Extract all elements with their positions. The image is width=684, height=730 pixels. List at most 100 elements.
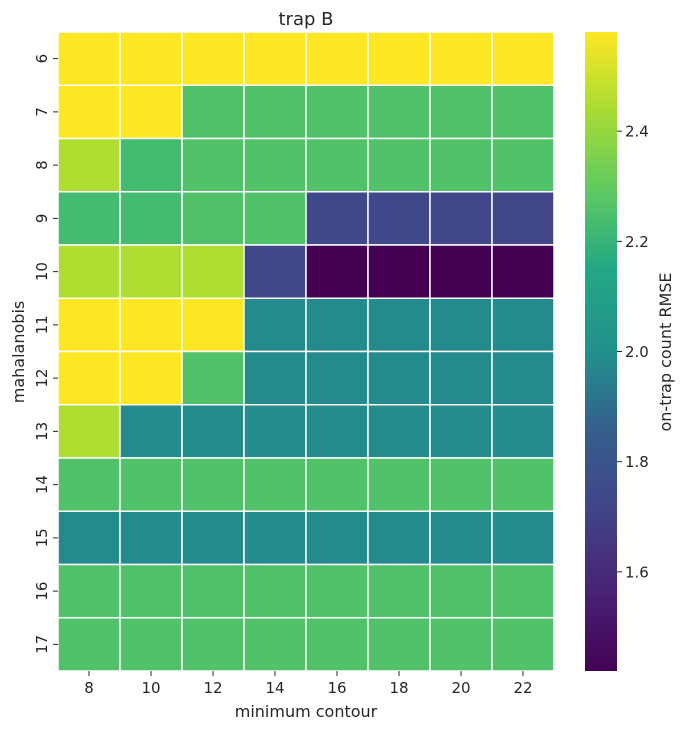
heatmap-cell: [491, 137, 555, 193]
heatmap-cell: [57, 297, 121, 353]
heatmap-cell: [57, 350, 121, 406]
heatmap-cell: [305, 404, 369, 459]
y-tick-label: 9: [33, 214, 51, 224]
heatmap-cell: [491, 457, 555, 512]
heatmap-cell: [243, 617, 307, 672]
heatmap-cell: [243, 137, 307, 193]
heatmap-cell: [367, 350, 431, 406]
heatmap-cell: [429, 297, 493, 353]
heatmap-cell: [57, 137, 121, 193]
heatmap-cell: [181, 404, 245, 459]
heatmap-cell: [367, 457, 431, 512]
y-tick-label: 7: [33, 107, 51, 117]
heatmap-cell: [491, 563, 555, 619]
heatmap-cell: [243, 244, 307, 299]
heatmap-cell: [429, 617, 493, 672]
chart-title: trap B: [279, 9, 334, 30]
heatmap-cell: [181, 31, 245, 86]
heatmap-cell: [243, 404, 307, 459]
heatmap-cell: [243, 563, 307, 619]
colorbar-tick-label: 2.4: [625, 123, 649, 141]
heatmap-cell: [243, 510, 307, 566]
heatmap-cell: [243, 191, 307, 246]
heatmap-cell: [305, 350, 369, 406]
heatmap-cell: [305, 137, 369, 193]
colorbar: [585, 32, 617, 671]
heatmap-cell: [367, 617, 431, 672]
y-tick-label: 11: [33, 315, 51, 334]
heatmap-cell: [429, 31, 493, 86]
heatmap-cell: [181, 617, 245, 672]
heatmap-cell: [491, 84, 555, 140]
heatmap-cell: [305, 510, 369, 566]
heatmap-cell: [305, 31, 369, 86]
heatmap-cell: [305, 244, 369, 299]
x-tick-label: 8: [84, 679, 94, 697]
y-tick-label: 13: [33, 422, 51, 441]
y-axis-ticks: 6 7 8 9 10 11 12 13 14 15 16 17: [33, 54, 58, 654]
x-tick-label: 22: [513, 679, 532, 697]
heatmap-cell: [181, 563, 245, 619]
colorbar-tick-label: 1.8: [625, 453, 649, 471]
heatmap-cell: [57, 563, 121, 619]
heatmap-cell: [119, 137, 183, 193]
heatmap-cell: [305, 84, 369, 140]
heatmap-cell: [57, 84, 121, 140]
heatmap-cell: [181, 84, 245, 140]
heatmap-cell: [305, 617, 369, 672]
heatmap-cell: [57, 457, 121, 512]
heatmap-cell: [57, 31, 121, 86]
heatmap-cell: [119, 510, 183, 566]
heatmap-cell: [119, 563, 183, 619]
heatmap-cell: [367, 297, 431, 353]
heatmap-cell: [429, 404, 493, 459]
heatmap-cell: [491, 31, 555, 86]
heatmap-cell: [119, 350, 183, 406]
heatmap-cells: [57, 31, 555, 672]
x-tick-label: 18: [389, 679, 408, 697]
heatmap-cell: [181, 457, 245, 512]
heatmap-cell: [181, 297, 245, 353]
heatmap-cell: [491, 350, 555, 406]
x-tick-label: 20: [451, 679, 470, 697]
heatmap-cell: [119, 244, 183, 299]
heatmap-cell: [305, 191, 369, 246]
heatmap-cell: [367, 404, 431, 459]
heatmap-cell: [305, 563, 369, 619]
colorbar-tick-label: 2.0: [625, 343, 649, 361]
heatmap-cell: [367, 563, 431, 619]
heatmap-cell: [119, 297, 183, 353]
heatmap-cell: [491, 404, 555, 459]
x-tick-label: 12: [203, 679, 222, 697]
heatmap-cell: [367, 244, 431, 299]
heatmap-cell: [429, 191, 493, 246]
colorbar-tick-label: 2.2: [625, 233, 649, 251]
heatmap-cell: [429, 244, 493, 299]
heatmap-cell: [429, 350, 493, 406]
x-tick-label: 10: [141, 679, 160, 697]
heatmap-cell: [181, 137, 245, 193]
y-tick-label: 14: [33, 475, 51, 494]
heatmap-cell: [57, 404, 121, 459]
heatmap-cell: [243, 457, 307, 512]
colorbar-tick-label: 1.6: [625, 563, 649, 581]
x-tick-label: 16: [327, 679, 346, 697]
heatmap-cell: [57, 244, 121, 299]
heatmap-cell: [119, 191, 183, 246]
heatmap-cell: [243, 297, 307, 353]
heatmap-cell: [367, 31, 431, 86]
heatmap-cell: [367, 137, 431, 193]
y-tick-label: 12: [33, 369, 51, 388]
heatmap-cell: [181, 350, 245, 406]
x-tick-label: 14: [265, 679, 284, 697]
heatmap-cell: [243, 31, 307, 86]
heatmap-cell: [305, 457, 369, 512]
y-tick-label: 15: [33, 528, 51, 547]
heatmap-cell: [119, 457, 183, 512]
y-axis-label: mahalanobis: [9, 301, 28, 403]
heatmap-cell: [181, 244, 245, 299]
heatmap-cell: [491, 510, 555, 566]
heatmap-cell: [367, 510, 431, 566]
heatmap-cell: [57, 191, 121, 246]
